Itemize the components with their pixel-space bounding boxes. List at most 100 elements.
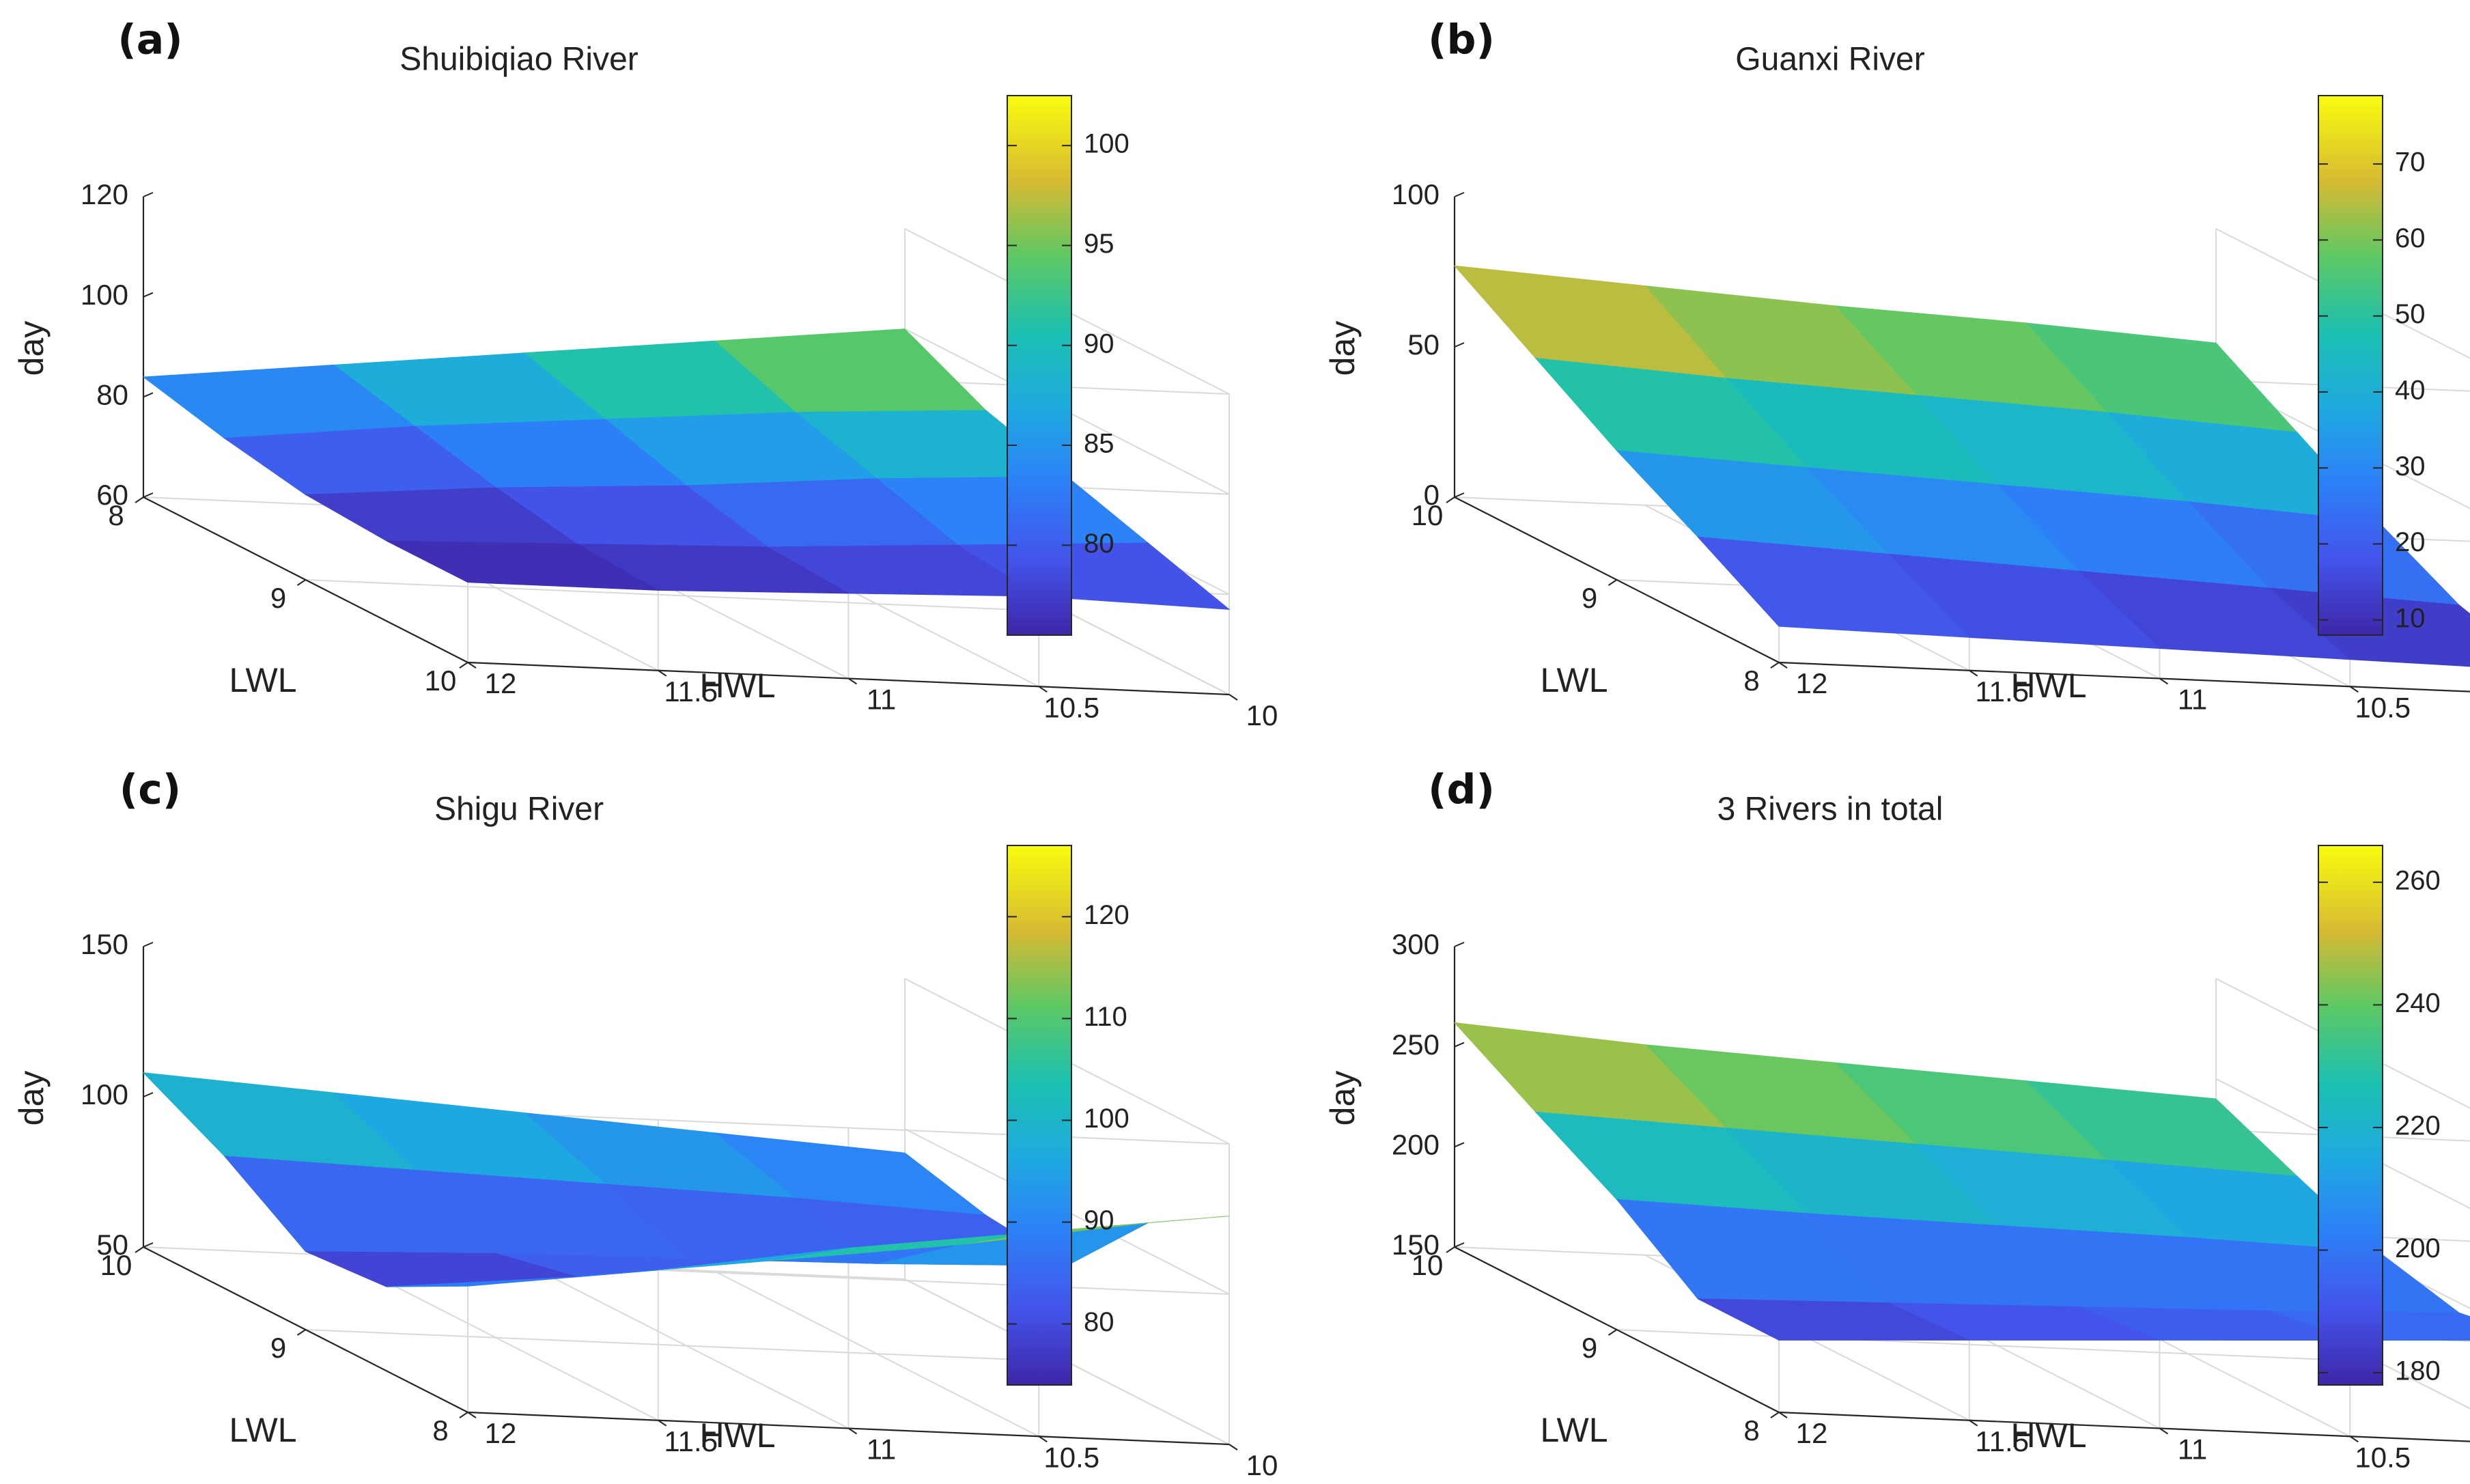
z-tick-label: 100 [81, 1078, 128, 1110]
hwl-tick-label: 10.5 [1043, 1441, 1099, 1473]
z-axis-label: day [12, 1071, 51, 1126]
lwl-tick-label: 9 [270, 582, 286, 614]
colorbar: 10 20 30 40 50 60 70 [2318, 95, 2426, 636]
lwl-tick-label: 9 [1582, 1332, 1597, 1364]
lwl-tick-label: 8 [108, 499, 124, 531]
hwl-tick-label: 11.5 [664, 675, 718, 708]
z-tick-label: 150 [81, 928, 128, 960]
colorbar-tick-label: 90 [1084, 328, 1114, 359]
hwl-tick-label: 11 [867, 1433, 897, 1466]
colorbar-tick-label: 10 [2395, 603, 2426, 633]
z-tick-label: 250 [1392, 1028, 1440, 1061]
colorbar-tick-label: 200 [2395, 1233, 2441, 1263]
surface-panel-b: 0 50 100 10 9 8 10 10.5 11 11.5 12 LWL HWL day Guanxi … [1323, 16, 2470, 723]
colorbar-tick-label: 30 [2395, 451, 2426, 481]
surface-mesh [142, 328, 1231, 610]
surface-panel-c: 50 100 150 10 9 8 10 10.5 11 11.5 12 LWL HWL day Shigu… [12, 766, 1278, 1482]
hwl-axis-label: HWL [699, 667, 775, 705]
hwl-tick-label: 12 [485, 1417, 517, 1449]
lwl-tick-label: 8 [1743, 1414, 1759, 1446]
colorbar-gradient [2318, 96, 2383, 635]
z-tick-label: 100 [81, 279, 128, 311]
surface-mesh [1453, 1022, 2470, 1341]
colorbar-gradient [1007, 845, 1071, 1385]
panel-label: (c) [120, 766, 181, 814]
panel-label: (b) [1428, 16, 1495, 64]
lwl-tick-label: 10 [425, 664, 457, 697]
hwl-tick-label: 12 [1796, 667, 1828, 699]
colorbar-tick-label: 100 [1084, 1104, 1129, 1134]
colorbar-tick-label: 100 [1084, 129, 1129, 159]
panel-title: Shuibiqiao River [399, 42, 638, 78]
hwl-axis-label: HWL [2010, 1416, 2086, 1455]
colorbar-tick-label: 95 [1084, 229, 1114, 259]
colorbar-gradient [2318, 845, 2383, 1385]
colorbar-gradient [1007, 96, 1071, 635]
hwl-tick-label: 11.5 [1975, 675, 2029, 708]
colorbar-tick-label: 20 [2395, 527, 2426, 557]
colorbar-tick-label: 50 [2395, 299, 2426, 329]
colorbar-tick-label: 260 [2395, 865, 2441, 895]
z-tick-label: 300 [1392, 928, 1440, 960]
panel-title: Guanxi River [1735, 42, 1924, 78]
surface-cell-3-3 [1697, 536, 1971, 638]
z-tick-label: 50 [96, 1229, 128, 1261]
z-axis-label: day [1323, 1071, 1362, 1126]
hwl-tick-label: 11 [867, 684, 897, 716]
surface-panel-d: 15020025030010981010.51111.512LWLHWLday3… [1323, 766, 2470, 1473]
lwl-axis-label: LWL [1540, 661, 1608, 699]
hwl-tick-label: 10 [1246, 1449, 1278, 1481]
lwl-tick-label: 8 [1743, 664, 1759, 697]
hwl-tick-label: 11.5 [1975, 1425, 2029, 1457]
lwl-axis-label: LWL [229, 661, 296, 699]
hwl-tick-label: 10.5 [1043, 691, 1099, 723]
hwl-tick-label: 12 [1796, 1417, 1828, 1449]
hwl-axis-label: HWL [2010, 667, 2086, 705]
z-tick-label: 60 [96, 479, 128, 511]
surface-mesh [1453, 265, 2470, 667]
colorbar: 80 90 100 110 120 [1007, 845, 1129, 1386]
hwl-tick-label: 10 [1246, 699, 1278, 731]
z-axis-label: day [1323, 321, 1362, 376]
colorbar-tick-label: 80 [1084, 1307, 1114, 1337]
surface-cell-3-3 [387, 1270, 658, 1287]
colorbar-tick-label: 80 [1084, 529, 1114, 559]
lwl-axis-label: LWL [229, 1411, 296, 1449]
hwl-tick-label: 11 [2178, 1433, 2208, 1466]
hwl-axis-label: HWL [699, 1416, 775, 1455]
colorbar-tick-label: 120 [1084, 900, 1129, 930]
hwl-tick-label: 10.5 [2355, 1441, 2411, 1473]
lwl-tick-label: 9 [1582, 582, 1597, 614]
z-axis-label: day [12, 321, 51, 376]
surface-cell-3-3 [387, 540, 658, 591]
colorbar: 80 85 90 95 100 [1007, 95, 1129, 636]
colorbar-tick-label: 85 [1084, 429, 1114, 459]
colorbar-tick-label: 60 [2395, 223, 2426, 253]
panel-label: (a) [117, 16, 182, 64]
colorbar-tick-label: 110 [1084, 1002, 1127, 1032]
colorbar-tick-label: 240 [2395, 988, 2441, 1018]
z-tick-label: 120 [81, 178, 128, 210]
panel-title: Shigu River [434, 792, 604, 828]
lwl-axis-label: LWL [1540, 1411, 1608, 1449]
panel-title: 3 Rivers in total [1717, 792, 1943, 828]
lwl-tick-label: 10 [1412, 499, 1444, 531]
z-tick-label: 50 [1407, 328, 1440, 361]
hwl-tick-label: 11 [2178, 684, 2208, 716]
hwl-tick-label: 10.5 [2355, 691, 2411, 723]
lwl-tick-label: 9 [270, 1332, 286, 1364]
colorbar-tick-label: 220 [2395, 1111, 2441, 1141]
panel-label: (d) [1428, 766, 1495, 814]
colorbar-tick-label: 70 [2395, 148, 2426, 178]
z-tick-label: 0 [1424, 479, 1440, 511]
surface-panel-a: 60 80 100 120 8 9 10 10 10.5 11 11.5 12 LWL HWL day Shu… [12, 16, 1278, 732]
lwl-tick-label: 10 [1412, 1249, 1444, 1281]
z-tick-label: 100 [1392, 178, 1440, 210]
lwl-tick-label: 8 [432, 1414, 448, 1446]
hwl-tick-label: 12 [485, 667, 517, 699]
colorbar-tick-label: 90 [1084, 1205, 1114, 1235]
z-tick-label: 150 [1392, 1229, 1440, 1261]
lwl-tick-label: 10 [100, 1249, 132, 1281]
colorbar-tick-label: 180 [2395, 1356, 2441, 1386]
